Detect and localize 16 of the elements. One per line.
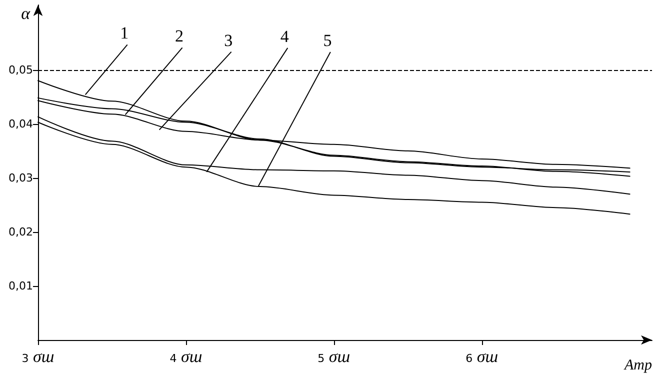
y-tick-label: 0,02 <box>8 225 33 238</box>
y-tick-label: 0,03 <box>8 171 33 184</box>
annotation: 5 <box>323 31 332 50</box>
y-tick-label: 0,05 <box>8 63 33 76</box>
annotation: 3 <box>224 30 233 50</box>
x-tick-label: 4 σш <box>170 347 202 366</box>
annotation: 2 <box>175 26 184 46</box>
x-tick-label: 6 σш <box>466 347 498 366</box>
y-axis-title: α <box>21 4 32 23</box>
annotation: 4 <box>280 26 290 46</box>
x-tick-label: 3 σш <box>22 347 54 366</box>
x-tick-label: 5 σш <box>318 347 350 366</box>
annotation: 1 <box>120 24 129 43</box>
x-axis-title: Amp <box>624 358 652 374</box>
y-tick-label: 0,04 <box>8 117 33 130</box>
y-tick-label: 0,01 <box>8 279 33 292</box>
